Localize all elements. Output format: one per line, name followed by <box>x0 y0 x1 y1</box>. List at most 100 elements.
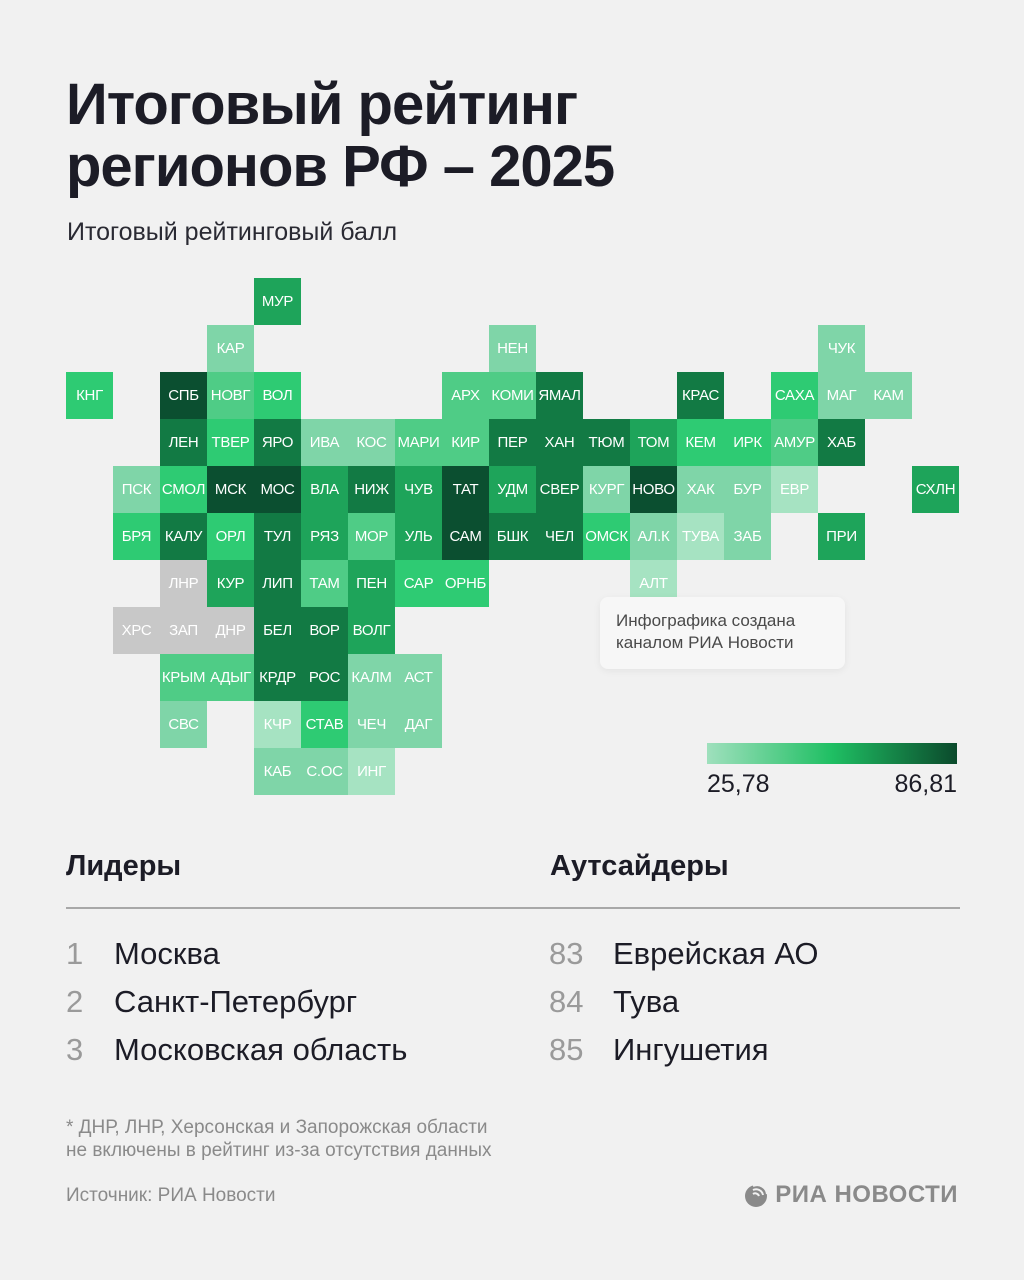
region-tile: ТЮМ <box>583 419 630 466</box>
region-tile: КРДР <box>254 654 301 701</box>
region-tile: ТОМ <box>630 419 677 466</box>
source-credit: Источник: РИА Новости <box>66 1185 276 1206</box>
outsider-item: 83 Еврейская АО <box>549 930 818 978</box>
region-tile: НОВГ <box>207 372 254 419</box>
region-tile: УЛЬ <box>395 513 442 560</box>
region-tile: ЯРО <box>254 419 301 466</box>
region-tile: НЕН <box>489 325 536 372</box>
region-tile: ЗАБ <box>724 513 771 560</box>
region-tile: АДЫГ <box>207 654 254 701</box>
region-tile: АМУР <box>771 419 818 466</box>
region-tile: ЧУК <box>818 325 865 372</box>
region-tile: СВЕР <box>536 466 583 513</box>
region-tile: ЧЕЛ <box>536 513 583 560</box>
region-tile: ЛЕН <box>160 419 207 466</box>
region-tile: ИРК <box>724 419 771 466</box>
region-tile: КНГ <box>66 372 113 419</box>
region-tile: ПЕР <box>489 419 536 466</box>
region-tile: ЛИП <box>254 560 301 607</box>
region-tile: ХАК <box>677 466 724 513</box>
region-tile: УДМ <box>489 466 536 513</box>
region-tile: ТВЕР <box>207 419 254 466</box>
ria-globe-icon <box>745 1184 769 1207</box>
footnote: * ДНР, ЛНР, Херсонская и Запорожская обл… <box>66 1116 492 1162</box>
region-tile: ДНР <box>207 607 254 654</box>
region-tile: ИНГ <box>348 748 395 795</box>
region-tile: АСТ <box>395 654 442 701</box>
outsider-item: 85 Ингушетия <box>549 1026 818 1074</box>
region-tile: ХАН <box>536 419 583 466</box>
region-tile: КУРГ <box>583 466 630 513</box>
leader-item: 2 Санкт-Петербург <box>66 978 407 1026</box>
region-tile: КРАС <box>677 372 724 419</box>
legend-max-value: 86,81 <box>894 770 957 798</box>
region-tile: ПСК <box>113 466 160 513</box>
region-tile: СПБ <box>160 372 207 419</box>
region-tile: МОР <box>348 513 395 560</box>
region-name: Еврейская АО <box>613 936 819 971</box>
region-name: Санкт-Петербург <box>114 984 358 1019</box>
region-tile: МУР <box>254 278 301 325</box>
region-tile: САМ <box>442 513 489 560</box>
region-tile: САР <box>395 560 442 607</box>
region-tile: МАРИ <box>395 419 442 466</box>
region-tile: ДАГ <box>395 701 442 748</box>
outsiders-list: 83 Еврейская АО 84 Тува 85 Ингушетия <box>549 930 818 1074</box>
region-tile: ВОЛ <box>254 372 301 419</box>
leader-item: 3 Московская область <box>66 1026 407 1074</box>
region-tile: ТАТ <box>442 466 489 513</box>
section-divider <box>66 907 960 909</box>
rank-number: 3 <box>66 1032 84 1067</box>
region-tile: СМОЛ <box>160 466 207 513</box>
region-tile: КАЛМ <box>348 654 395 701</box>
region-tile: РОС <box>301 654 348 701</box>
region-tile: НОВО <box>630 466 677 513</box>
region-tile: МСК <box>207 466 254 513</box>
rank-number: 84 <box>549 984 584 1019</box>
tooltip-line-2: каналом РИА Новости <box>616 633 794 652</box>
region-tile: ТАМ <box>301 560 348 607</box>
outsider-item: 84 Тува <box>549 978 818 1026</box>
region-name: Тува <box>613 984 680 1019</box>
region-tile: САХА <box>771 372 818 419</box>
region-tile: КРЫМ <box>160 654 207 701</box>
region-tile: ИВА <box>301 419 348 466</box>
region-tile: ТУЛ <box>254 513 301 560</box>
region-tile: НИЖ <box>348 466 395 513</box>
rank-number: 85 <box>549 1032 584 1067</box>
tooltip-line-1: Инфографика создана <box>616 611 796 630</box>
outsiders-heading: Аутсайдеры <box>550 850 729 882</box>
region-tile: ВОР <box>301 607 348 654</box>
region-tile: КЧР <box>254 701 301 748</box>
rank-number: 83 <box>549 936 584 971</box>
title-line-1: Итоговый рейтинг <box>66 72 578 137</box>
credit-tooltip: Инфографика создана каналом РИА Новости <box>600 597 845 669</box>
region-tile: КЕМ <box>677 419 724 466</box>
region-tile: ПРИ <box>818 513 865 560</box>
region-tile: БШК <box>489 513 536 560</box>
region-tile: БУР <box>724 466 771 513</box>
region-tile: ХРС <box>113 607 160 654</box>
region-tile: ЧУВ <box>395 466 442 513</box>
region-tile: РЯЗ <box>301 513 348 560</box>
region-tile: АРХ <box>442 372 489 419</box>
region-tile: КОС <box>348 419 395 466</box>
region-tile: ОРНБ <box>442 560 489 607</box>
region-tile: ЗАП <box>160 607 207 654</box>
region-tile: ПЕН <box>348 560 395 607</box>
footnote-line-1: * ДНР, ЛНР, Херсонская и Запорожская обл… <box>66 1117 488 1138</box>
region-tile: СВС <box>160 701 207 748</box>
leader-item: 1 Москва <box>66 930 407 978</box>
footnote-line-2: не включены в рейтинг из-за отсутствия д… <box>66 1140 492 1161</box>
leaders-list: 1 Москва 2 Санкт-Петербург 3 Московская … <box>66 930 407 1074</box>
region-tile: КАМ <box>865 372 912 419</box>
region-tile: МАГ <box>818 372 865 419</box>
region-tile: КИР <box>442 419 489 466</box>
region-tile: КАЛУ <box>160 513 207 560</box>
region-tile: КАБ <box>254 748 301 795</box>
page-title: Итоговый рейтинг регионов РФ – 2025 <box>66 72 615 198</box>
region-tile: ХАБ <box>818 419 865 466</box>
region-name: Московская область <box>114 1032 408 1067</box>
region-tile: СТАВ <box>301 701 348 748</box>
region-tile: КОМИ <box>489 372 536 419</box>
